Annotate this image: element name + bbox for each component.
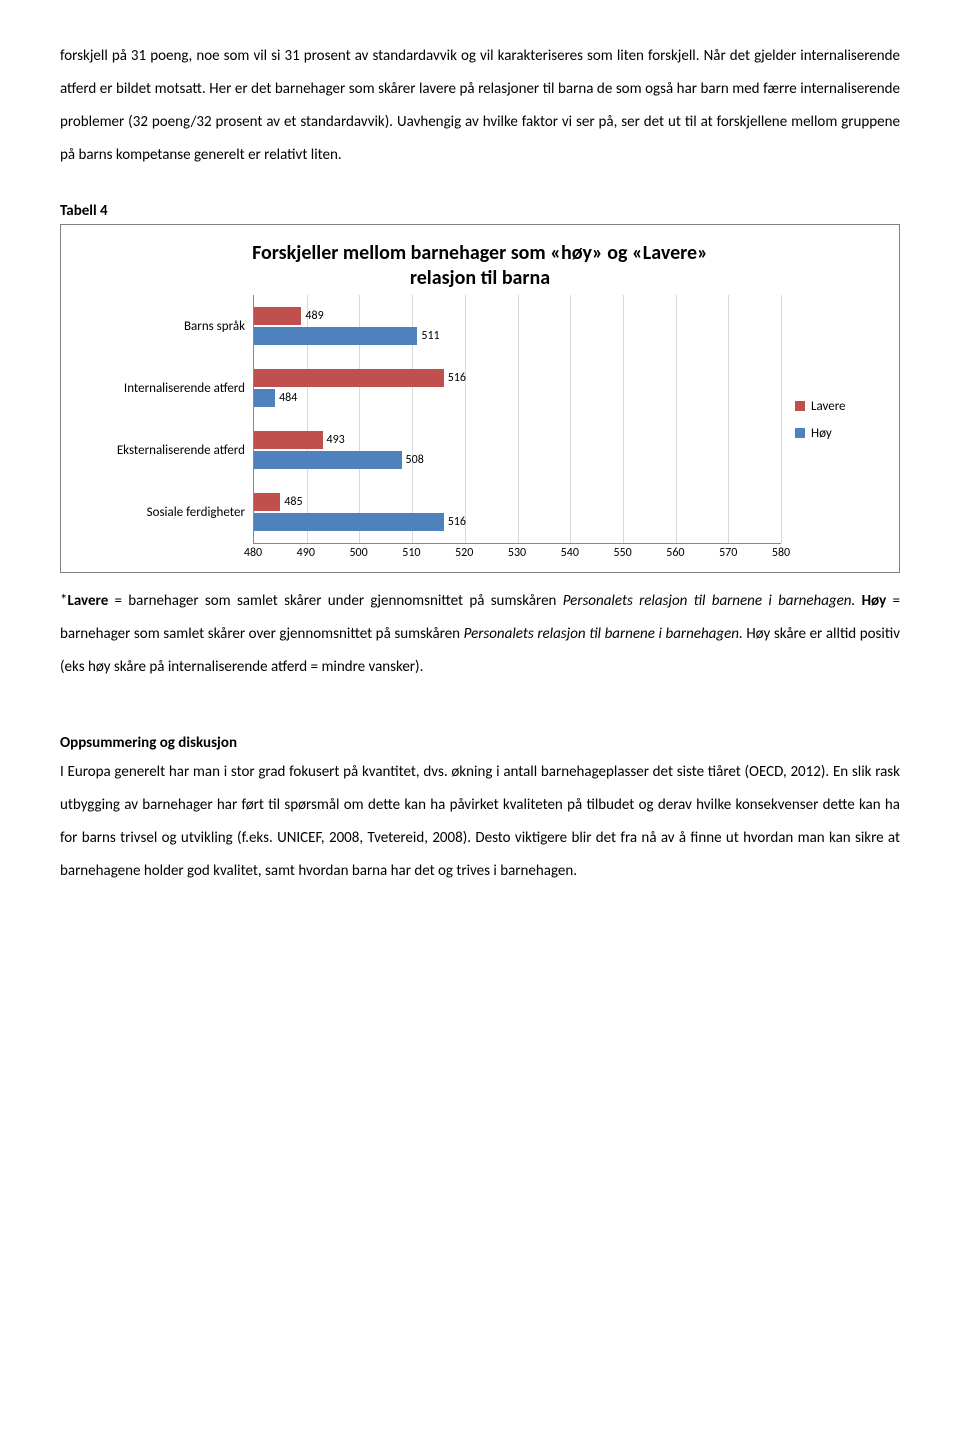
category-label: Internaliserende atferd bbox=[75, 358, 245, 420]
bar-value-label: 511 bbox=[421, 329, 439, 343]
bar-value-label: 493 bbox=[327, 433, 345, 447]
footnote-hoy-bold: Høy bbox=[855, 592, 886, 610]
legend-swatch bbox=[795, 401, 805, 411]
legend-item: Høy bbox=[795, 426, 885, 441]
bar bbox=[254, 431, 323, 449]
x-tick-label: 480 bbox=[244, 546, 262, 560]
bar-group: 489 511 bbox=[254, 295, 781, 357]
footnote-lavere-text: = barnehager som samlet skårer under gje… bbox=[108, 592, 562, 610]
bar bbox=[254, 327, 417, 345]
bar bbox=[254, 493, 280, 511]
section-heading: Oppsummering og diskusjon bbox=[60, 734, 900, 752]
x-tick-label: 500 bbox=[349, 546, 367, 560]
bar-value-label: 485 bbox=[284, 495, 302, 509]
legend: Lavere Høy bbox=[781, 399, 885, 441]
bar bbox=[254, 513, 444, 531]
x-tick-label: 490 bbox=[297, 546, 315, 560]
x-tick-label: 570 bbox=[719, 546, 737, 560]
x-tick-label: 560 bbox=[666, 546, 684, 560]
x-tick-label: 510 bbox=[402, 546, 420, 560]
category-label: Eksternaliserende atferd bbox=[75, 420, 245, 482]
chart-footnote: *Lavere = barnehager som samlet skårer u… bbox=[60, 585, 900, 684]
footnote-italic2: Personalets relasjon til barnene i barne… bbox=[464, 625, 743, 643]
x-tick-label: 540 bbox=[561, 546, 579, 560]
bar-value-label: 516 bbox=[448, 371, 466, 385]
x-tick-label: 550 bbox=[613, 546, 631, 560]
x-tick-label: 520 bbox=[455, 546, 473, 560]
legend-swatch bbox=[795, 428, 805, 438]
legend-label: Lavere bbox=[811, 399, 846, 414]
intro-paragraph: forskjell på 31 poeng, noe som vil si 31… bbox=[60, 40, 900, 172]
bar-value-label: 508 bbox=[406, 453, 424, 467]
bar bbox=[254, 369, 444, 387]
chart-title-line2: relasjon til barna bbox=[410, 266, 550, 290]
table-label: Tabell 4 bbox=[60, 202, 900, 220]
footnote-lavere-bold: Lavere bbox=[67, 592, 108, 610]
bar-group: 516 484 bbox=[254, 357, 781, 419]
bar bbox=[254, 307, 301, 325]
category-label: Sosiale ferdigheter bbox=[75, 482, 245, 544]
plot-area: 489 511 516 484 493 508 485 516 bbox=[253, 295, 781, 544]
bar-group: 485 516 bbox=[254, 481, 781, 543]
section-body: I Europa generelt har man i stor grad fo… bbox=[60, 756, 900, 888]
legend-item: Lavere bbox=[795, 399, 885, 414]
bar-value-label: 484 bbox=[279, 391, 297, 405]
x-tick-label: 530 bbox=[508, 546, 526, 560]
category-labels: Barns språkInternaliserende atferdEkster… bbox=[75, 296, 253, 544]
x-tick-label: 580 bbox=[772, 546, 790, 560]
chart-title-line1: Forskjeller mellom barnehager som «høy» … bbox=[252, 241, 708, 265]
footnote-italic1: Personalets relasjon til barnene i barne… bbox=[563, 592, 856, 610]
chart-container: Forskjeller mellom barnehager som «høy» … bbox=[60, 224, 900, 573]
legend-label: Høy bbox=[811, 426, 832, 441]
bar-value-label: 489 bbox=[305, 309, 323, 323]
x-axis: 480490500510520530540550560570580 bbox=[253, 544, 781, 564]
bar bbox=[254, 389, 275, 407]
chart-title: Forskjeller mellom barnehager som «høy» … bbox=[75, 241, 885, 291]
bar-group: 493 508 bbox=[254, 419, 781, 481]
bar bbox=[254, 451, 402, 469]
category-label: Barns språk bbox=[75, 296, 245, 358]
bar-value-label: 516 bbox=[448, 515, 466, 529]
